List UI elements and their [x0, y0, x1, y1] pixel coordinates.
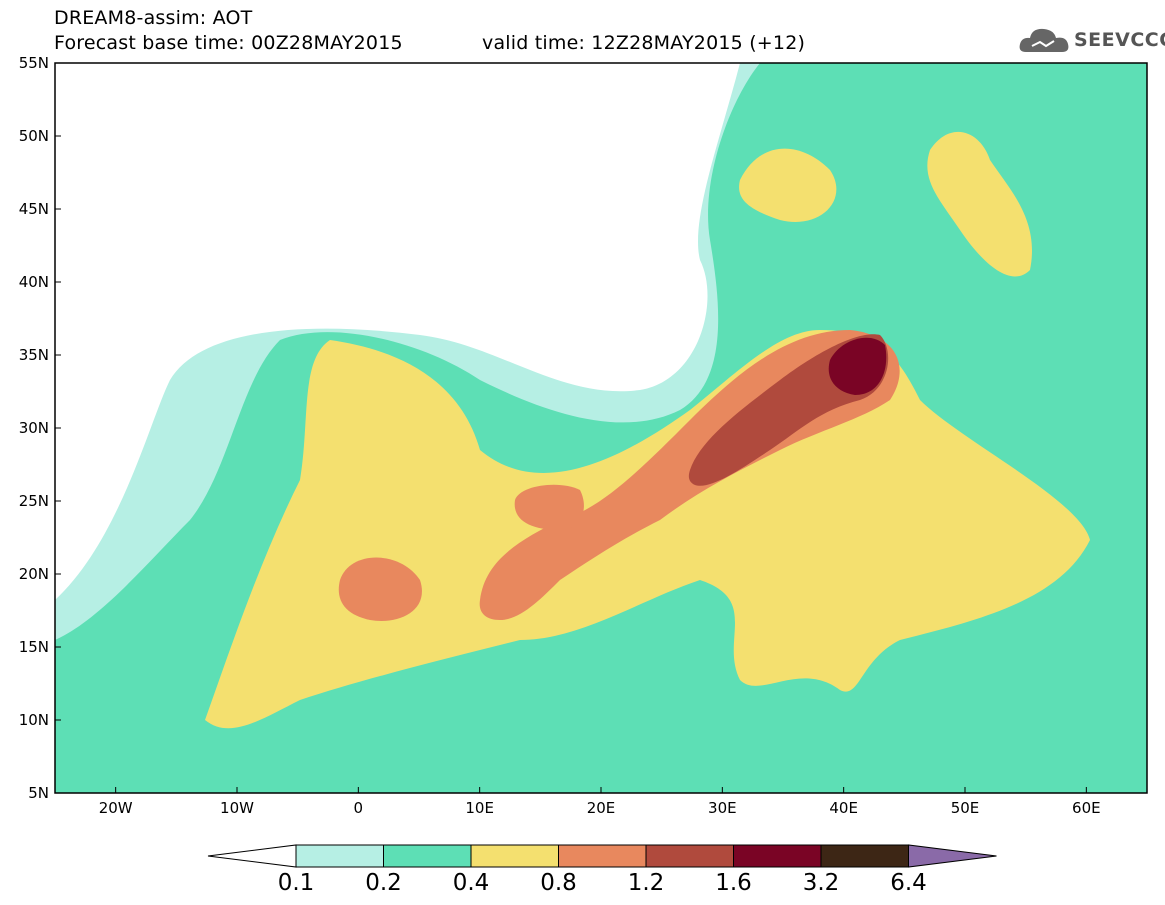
- forecast-base-time: Forecast base time: 00Z28MAY2015: [54, 32, 403, 54]
- colorbar-segment: [470, 844, 559, 868]
- colorbar-segment: [820, 844, 909, 868]
- colorbar-label: 0.8: [540, 870, 577, 896]
- colorbar-label: 0.2: [365, 870, 402, 896]
- lat-label: 15N: [19, 638, 49, 656]
- lon-label: 60E: [1072, 799, 1101, 817]
- aot-band-0.8: [338, 557, 422, 621]
- aot-band-0.4: [205, 330, 1090, 729]
- colorbar-label: 0.4: [452, 870, 490, 896]
- lat-label: 10N: [19, 711, 49, 729]
- lat-label: 55N: [19, 54, 49, 72]
- colorbar: [207, 844, 997, 868]
- lon-label: 10W: [220, 799, 254, 817]
- map-title: DREAM8-assim: AOT: [54, 7, 253, 29]
- lon-labels: 20W 10W 0 10E 20E 30E 40E 50E 60E: [99, 799, 1101, 817]
- aot-band-0.8-c: [514, 484, 584, 530]
- colorbar-label: 1.6: [715, 870, 752, 896]
- lat-label: 20N: [19, 565, 49, 583]
- axis-ticks: [55, 62, 1087, 794]
- colorbar-segment: [645, 844, 734, 868]
- colorbar-label: 1.2: [627, 870, 665, 896]
- colorbar-label: 0.1: [277, 870, 315, 896]
- lon-label: 20W: [99, 799, 133, 817]
- lat-label: 40N: [19, 273, 49, 291]
- valid-time: valid time: 12Z28MAY2015 (+12): [482, 32, 806, 54]
- lon-label: 40E: [829, 799, 858, 817]
- lat-label: 45N: [19, 200, 49, 218]
- aot-band-0.4-north: [739, 148, 837, 222]
- lat-label: 50N: [19, 127, 49, 145]
- lon-label: 30E: [708, 799, 737, 817]
- lon-label: 20E: [587, 799, 616, 817]
- lat-label: 35N: [19, 346, 49, 364]
- cloud-icon: [1019, 28, 1069, 52]
- colorbar-over-arrow: [908, 844, 997, 868]
- aot-field: [55, 63, 1147, 793]
- colorbar-segment: [295, 844, 384, 868]
- lon-label: 10E: [465, 799, 494, 817]
- colorbar-segment: [558, 844, 647, 868]
- lon-label: 50E: [951, 799, 980, 817]
- colorbar-label: 6.4: [890, 870, 927, 896]
- lat-labels: 5N 10N 15N 20N 25N 30N 35N 40N 45N 50N 55N: [19, 54, 49, 802]
- lat-label: 5N: [28, 784, 49, 802]
- lat-label: 30N: [19, 419, 49, 437]
- colorbar-under-arrow: [207, 844, 297, 868]
- colorbar-segment: [733, 844, 822, 868]
- seevccc-logo: SEEVCCC: [1018, 22, 1165, 58]
- aot-band-1.6: [828, 337, 887, 395]
- aot-band-0.4-caspian: [927, 131, 1032, 277]
- lat-label: 25N: [19, 492, 49, 510]
- colorbar-segment: [383, 844, 472, 868]
- lon-label: 0: [354, 799, 364, 817]
- colorbar-label: 3.2: [802, 870, 840, 896]
- logo-text: SEEVCCC: [1074, 29, 1165, 51]
